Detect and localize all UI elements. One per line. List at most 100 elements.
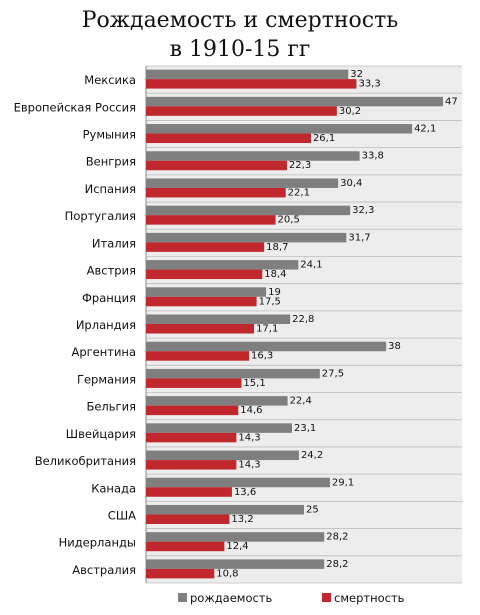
category-label: Ирландия: [76, 318, 136, 332]
value-label-death: 13,6: [234, 487, 256, 498]
value-label-death: 18,7: [266, 242, 288, 253]
legend-swatch-death: [322, 593, 331, 602]
value-label-birth: 32: [350, 69, 363, 80]
bar-birth: [146, 151, 360, 161]
bar-birth: [146, 559, 325, 569]
value-label-birth: 47: [445, 96, 458, 107]
bar-birth: [146, 205, 351, 216]
bar-death: [146, 296, 257, 307]
value-label-birth: 24,2: [301, 450, 323, 461]
bar-birth: [146, 341, 387, 352]
value-label-death: 13,2: [231, 514, 253, 525]
bar-birth: [146, 96, 444, 107]
bar-death: [146, 514, 230, 524]
bar-death: [146, 378, 242, 388]
bar-death: [146, 160, 287, 171]
value-label-birth: 28,2: [326, 559, 348, 570]
bar-birth: [146, 124, 413, 134]
value-label-birth: 22,4: [290, 396, 312, 407]
category-label: Германия: [77, 372, 136, 386]
category-label: Нидерланды: [59, 536, 136, 550]
bar-death: [146, 323, 255, 334]
value-label-birth: 28,2: [326, 532, 348, 543]
value-label-birth: 38: [388, 341, 401, 352]
value-label-death: 22,3: [289, 160, 311, 171]
bar-death: [146, 242, 265, 252]
value-label-death: 26,1: [313, 133, 335, 144]
value-label-death: 17,5: [259, 296, 281, 307]
value-label-death: 22,1: [288, 187, 310, 198]
bar-birth: [146, 232, 347, 243]
bar-birth: [146, 314, 291, 324]
value-label-death: 20,5: [278, 215, 300, 226]
bar-death: [146, 351, 250, 361]
value-label-death: 14,6: [240, 405, 262, 416]
category-label: Испания: [85, 182, 136, 196]
value-label-death: 14,3: [238, 460, 260, 471]
bar-death: [146, 187, 286, 198]
legend-swatch-birth: [178, 593, 187, 602]
bar-birth: [146, 178, 339, 188]
category-labels: Мексика Европейская Россия Румыния Венгрия И…: [14, 73, 136, 577]
bar-death: [146, 215, 276, 225]
bar-death: [146, 568, 215, 579]
category-label: Великобритания: [35, 454, 136, 468]
category-label: Франция: [82, 291, 136, 305]
bar-death: [146, 106, 337, 116]
category-label: Румыния: [83, 128, 136, 142]
bar-birth: [146, 477, 330, 488]
value-label-birth: 30,4: [340, 178, 362, 189]
bar-death: [146, 432, 237, 443]
value-label-birth: 33,8: [362, 151, 384, 162]
value-label-birth: 27,5: [322, 368, 344, 379]
value-label-death: 10,8: [216, 568, 238, 579]
category-label: Австрия: [87, 264, 136, 278]
category-label: Венгрия: [86, 155, 136, 169]
value-label-birth: 23,1: [294, 423, 316, 434]
bar-birth: [146, 423, 292, 433]
value-label-death: 12,4: [226, 541, 248, 552]
value-label-death: 33,3: [358, 79, 380, 90]
category-label: Италия: [92, 236, 136, 250]
bar-birth: [146, 69, 349, 80]
bar-birth: [146, 287, 267, 297]
value-label-birth: 32,3: [352, 205, 374, 216]
category-label: Канада: [91, 481, 136, 495]
value-label-birth: 42,1: [414, 124, 436, 135]
value-label-death: 18,4: [264, 269, 286, 280]
bar-birth: [146, 260, 299, 270]
bar-death: [146, 460, 237, 470]
bar-death: [146, 133, 311, 144]
bar-death: [146, 269, 263, 280]
bars: [146, 69, 444, 579]
value-label-birth: 19: [268, 287, 281, 298]
value-label-birth: 22,8: [292, 314, 314, 325]
category-label: Бельгия: [86, 400, 136, 414]
bar-death: [146, 541, 225, 552]
bar-death: [146, 487, 232, 497]
chart-title: Рождаемость и смертность в 1910-15 гг: [0, 6, 480, 64]
legend-label-birth: рождаемость: [190, 591, 273, 605]
category-label: Португалия: [65, 209, 136, 223]
value-label-death: 15,1: [243, 378, 265, 389]
bar-birth: [146, 450, 299, 461]
bar-death: [146, 405, 239, 416]
value-label-death: 16,3: [251, 351, 273, 362]
value-label-birth: 29,1: [332, 477, 354, 488]
category-label: Мексика: [84, 73, 136, 87]
value-label-birth: 25: [306, 504, 319, 515]
bar-birth: [146, 532, 325, 542]
value-label-death: 30,2: [339, 106, 361, 117]
chart-title-line-1: Рождаемость и смертность: [81, 8, 399, 33]
category-label: США: [108, 508, 136, 522]
value-label-birth: 24,1: [300, 260, 322, 271]
legend-label-death: смертность: [334, 591, 405, 605]
bar-birth: [146, 504, 304, 515]
category-label: Европейская Россия: [14, 100, 136, 114]
value-label-birth: 31,7: [348, 232, 370, 243]
chart-title-line-2: в 1910-15 гг: [169, 37, 311, 62]
grid-lines: [145, 65, 462, 584]
value-label-death: 14,3: [238, 432, 260, 443]
